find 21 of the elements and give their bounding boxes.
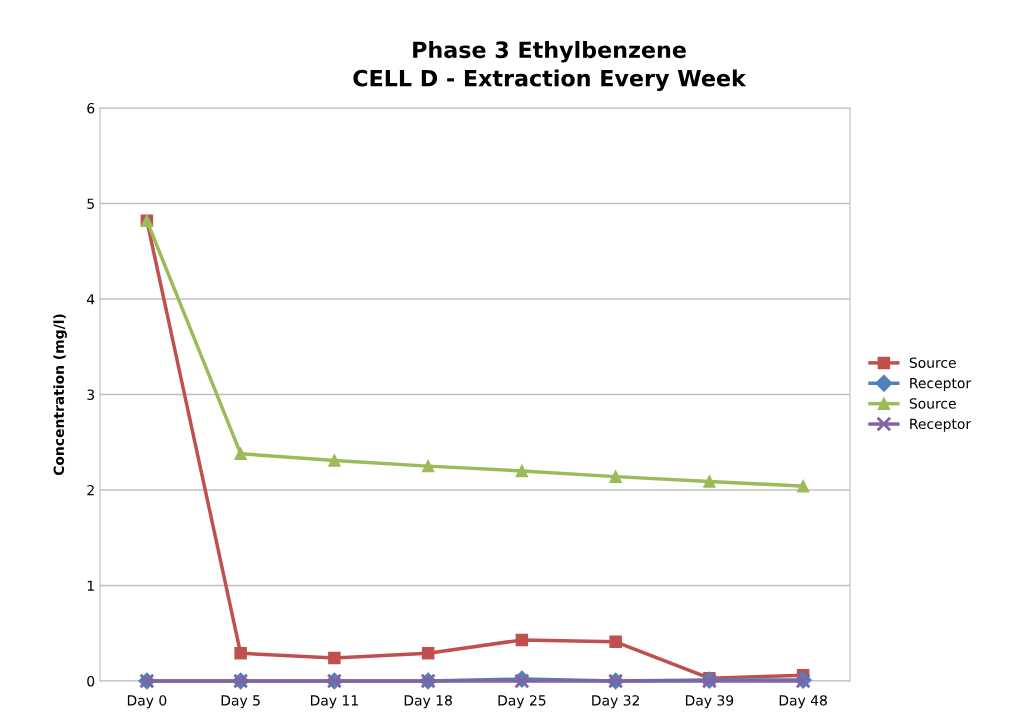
y-tick-label: 1 xyxy=(87,580,94,591)
legend-label: Receptor xyxy=(910,418,972,432)
legend-label: Receptor xyxy=(910,378,972,392)
x-tick-label: Day 18 xyxy=(404,695,452,709)
chart-title: Phase 3 Ethylbenzene CELL D - Extraction Every Week xyxy=(353,40,747,92)
y-tick-label: 0 xyxy=(87,675,95,687)
y-tick-label: 4 xyxy=(86,294,95,305)
x-tick-label: Day 11 xyxy=(310,695,358,709)
y-tick-label: 3 xyxy=(87,389,95,400)
x-tick-label: Day 5 xyxy=(221,695,260,709)
legend-label: Source xyxy=(909,398,956,409)
x-tick-label: Day 32 xyxy=(592,695,639,709)
x-tick-label: Day 39 xyxy=(685,695,734,709)
x-tick-label: Day 25 xyxy=(498,695,546,709)
y-tick-label: 6 xyxy=(87,102,95,114)
legend-label: Source xyxy=(909,357,956,368)
x-tick-label: Day 48 xyxy=(779,695,827,709)
y-tick-label: 2 xyxy=(87,484,94,496)
x-tick-label: Day 0 xyxy=(127,695,167,709)
y-tick-label: 5 xyxy=(87,198,94,209)
y-axis-title: Concentration (mg/l) xyxy=(53,314,67,476)
